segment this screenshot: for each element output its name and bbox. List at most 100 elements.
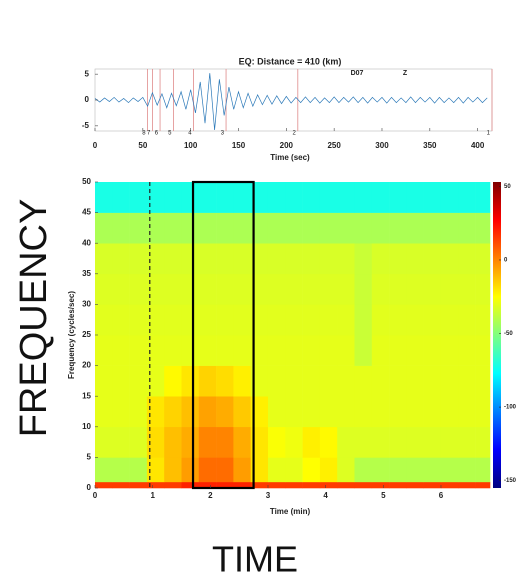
x-tick-label: 0: [93, 141, 98, 150]
x-tick-label: 300: [375, 141, 389, 150]
cell: [354, 212, 373, 244]
cell: [337, 182, 355, 213]
cell: [216, 426, 234, 458]
cell: [164, 182, 182, 213]
cell: [216, 273, 234, 305]
cell: [389, 182, 407, 213]
cell: [423, 426, 442, 458]
cell: [233, 365, 251, 397]
x-tick-label: 0: [93, 491, 98, 500]
cell: [267, 481, 286, 489]
cell: [389, 243, 407, 275]
colorbar-tick-label: 0: [504, 258, 508, 264]
cell: [198, 273, 217, 305]
cell: [233, 243, 251, 275]
cell: [216, 212, 234, 244]
cell: [440, 182, 459, 213]
cell: [198, 304, 217, 336]
cell: [458, 335, 476, 366]
x-tick-label: 400: [471, 141, 485, 150]
y-tick-label: 10: [82, 422, 91, 431]
cell: [285, 212, 303, 244]
cell: [337, 304, 355, 336]
cell: [458, 457, 476, 483]
cell: [406, 335, 424, 366]
cell: [423, 457, 442, 483]
x-tick-label: 50: [138, 141, 147, 150]
cell: [112, 365, 130, 397]
y-tick-label: 20: [82, 361, 91, 370]
cell: [95, 335, 113, 366]
cell: [198, 457, 217, 483]
phase-label: 1: [487, 131, 491, 137]
cell: [112, 457, 130, 483]
cell: [337, 457, 355, 483]
cell: [302, 365, 321, 397]
cell: [112, 481, 130, 489]
cell: [319, 457, 338, 483]
cell: [371, 304, 390, 336]
cell: [354, 304, 373, 336]
cell: [371, 212, 390, 244]
phase-label: 4: [188, 131, 192, 137]
y-tick-label: 45: [82, 208, 91, 217]
cell: [216, 481, 234, 489]
cell: [285, 426, 303, 458]
cell: [198, 396, 217, 428]
cell: [146, 365, 165, 397]
cell: [146, 212, 165, 244]
cell: [250, 481, 269, 489]
cell: [112, 243, 130, 275]
cell: [354, 335, 373, 366]
phase-label: 7: [147, 131, 151, 137]
cell: [129, 212, 148, 244]
cell: [250, 396, 269, 428]
cell: [267, 182, 286, 213]
cell: [95, 365, 113, 397]
cell: [302, 426, 321, 458]
cell: [475, 335, 491, 366]
cell: [181, 481, 200, 489]
cell: [129, 396, 148, 428]
x-tick-label: 2: [208, 491, 213, 500]
cell: [146, 396, 165, 428]
cell: [181, 212, 200, 244]
cell: [164, 365, 182, 397]
highlight-box: [191, 180, 255, 490]
cell: [337, 426, 355, 458]
cell: [337, 396, 355, 428]
cell: [129, 304, 148, 336]
cell: [216, 335, 234, 366]
cell: [440, 273, 459, 305]
cell: [475, 273, 491, 305]
cell: [216, 457, 234, 483]
cell: [337, 212, 355, 244]
cell: [371, 182, 390, 213]
cell: [440, 243, 459, 275]
y-tick-label: 40: [82, 238, 91, 247]
phase-label: 8: [142, 131, 146, 137]
cell: [95, 273, 113, 305]
cell: [129, 426, 148, 458]
cell: [267, 304, 286, 336]
cell: [458, 304, 476, 336]
cell: [198, 481, 217, 489]
cell: [146, 182, 165, 213]
cell: [112, 304, 130, 336]
cell: [285, 335, 303, 366]
cell: [216, 396, 234, 428]
cell: [267, 396, 286, 428]
cell: [354, 365, 373, 397]
cell: [319, 182, 338, 213]
cell: [406, 212, 424, 244]
figure-x-label: TIME: [212, 539, 298, 580]
cell: [406, 182, 424, 213]
cell: [458, 396, 476, 428]
cell: [164, 304, 182, 336]
cell: [129, 457, 148, 483]
cell: [112, 273, 130, 305]
cell: [319, 212, 338, 244]
cell: [129, 182, 148, 213]
cell: [146, 335, 165, 366]
cell: [406, 304, 424, 336]
